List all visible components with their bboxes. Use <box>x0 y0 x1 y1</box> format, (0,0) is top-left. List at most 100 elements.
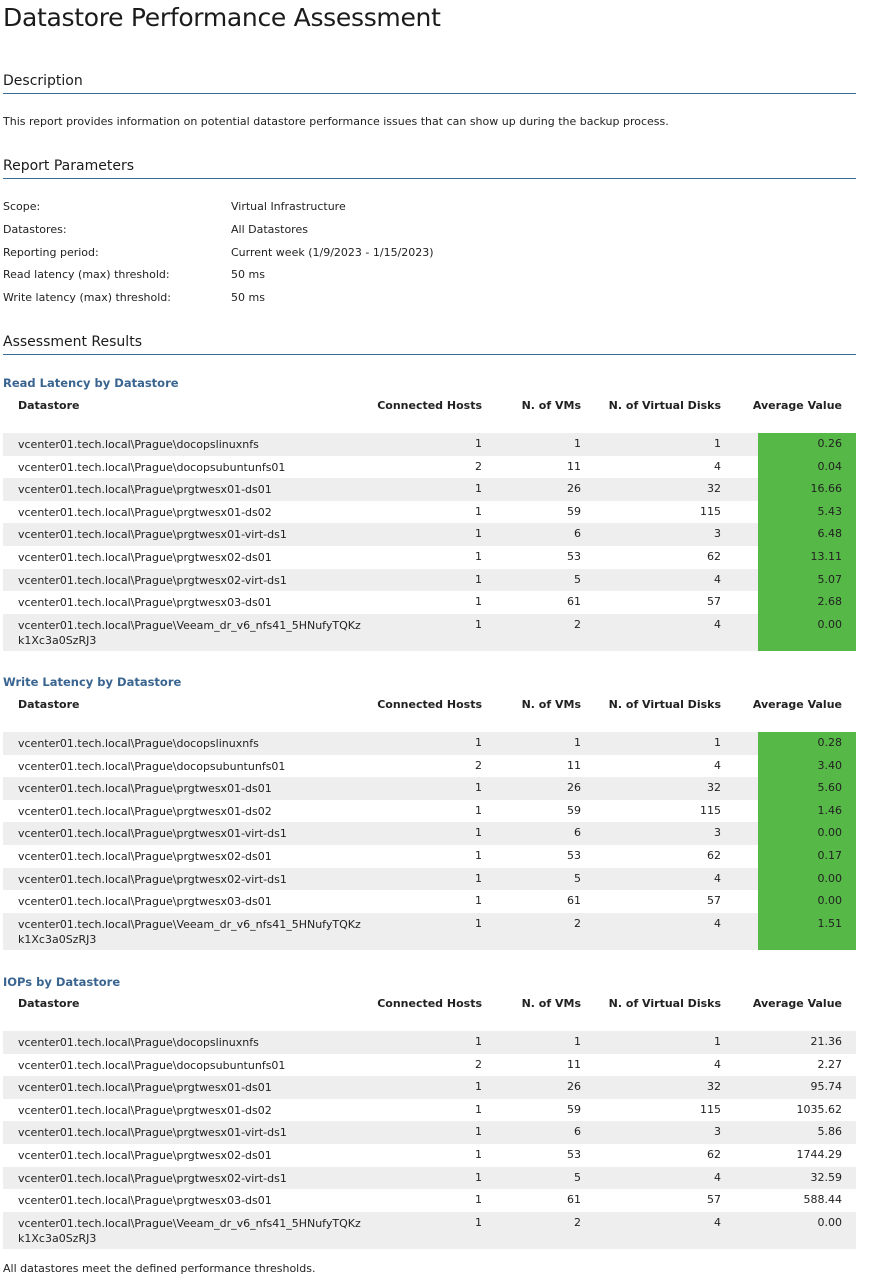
cell-vms: 53 <box>567 549 581 563</box>
param-value: Virtual Infrastructure <box>231 200 346 213</box>
average-value: 0.04 <box>817 459 843 473</box>
average-value: 0.00 <box>817 894 843 908</box>
average-value: 1.46 <box>817 803 843 817</box>
cell-datastore: vcenter01.tech.local\Prague\prgtwesx02-d… <box>18 1148 272 1163</box>
cell-connected-hosts: 2 <box>475 758 482 772</box>
average-value: 2.27 <box>817 1057 843 1071</box>
footer-note: All datastores meet the defined performa… <box>3 1262 316 1275</box>
table-row: vcenter01.tech.local\Prague\prgtwesx02-v… <box>3 1166 856 1190</box>
cell-vms: 11 <box>567 1057 581 1071</box>
cell-vms: 59 <box>567 803 581 817</box>
cell-connected-hosts: 2 <box>475 459 482 473</box>
cell-virtual-disks: 4 <box>714 916 721 930</box>
read-latency-table: Datastore Connected Hosts N. of VMs N. of V… <box>3 397 856 651</box>
table-row: vcenter01.tech.local\Prague\prgtwesx03-d… <box>3 1189 856 1212</box>
average-value: 1035.62 <box>796 1102 843 1116</box>
cell-average-value: 0.26 <box>758 433 856 456</box>
average-value: 0.26 <box>817 437 843 450</box>
cell-datastore: vcenter01.tech.local\Prague\docopsubuntu… <box>18 460 285 475</box>
cell-virtual-disks: 3 <box>714 527 721 541</box>
cell-vms: 61 <box>567 894 581 908</box>
param-value: Current week (1/9/2023 - 1/15/2023) <box>231 246 434 259</box>
param-label: Read latency (max) threshold: <box>3 268 170 281</box>
cell-average-value: 0.00 <box>758 867 856 891</box>
datastore-name: vcenter01.tech.local\Prague\docopslinuxn… <box>18 1036 259 1049</box>
cell-connected-hosts: 1 <box>475 916 482 930</box>
datastore-name: vcenter01.tech.local\Prague\docopslinuxn… <box>18 438 259 451</box>
cell-average-value: 21.36 <box>758 1031 856 1054</box>
average-value: 95.74 <box>810 1080 843 1094</box>
cell-datastore: vcenter01.tech.local\Prague\prgtwesx03-d… <box>18 894 272 909</box>
cell-vms: 26 <box>567 1080 581 1094</box>
cell-datastore: vcenter01.tech.local\Prague\prgtwesx02-v… <box>18 573 287 588</box>
header-datastore: Datastore <box>18 997 80 1010</box>
cell-connected-hosts: 1 <box>475 617 482 631</box>
table-row: vcenter01.tech.local\Prague\docopsubuntu… <box>3 1054 856 1077</box>
cell-average-value: 588.44 <box>758 1189 856 1212</box>
cell-average-value: 5.60 <box>758 777 856 800</box>
cell-connected-hosts: 1 <box>475 1035 482 1048</box>
table-row: vcenter01.tech.local\Prague\docopslinuxn… <box>3 1031 856 1054</box>
param-value: 50 ms <box>231 291 265 304</box>
cell-vms: 11 <box>567 459 581 473</box>
cell-connected-hosts: 1 <box>475 504 482 518</box>
iops-title: IOPs by Datastore <box>3 975 121 989</box>
header-average-value: Average Value <box>752 698 842 711</box>
table-row: vcenter01.tech.local\Prague\docopslinuxn… <box>3 732 856 755</box>
cell-average-value: 2.27 <box>758 1054 856 1077</box>
cell-vms: 6 <box>574 1125 581 1139</box>
cell-average-value: 5.07 <box>758 568 856 592</box>
cell-virtual-disks: 4 <box>714 617 721 631</box>
param-label: Reporting period: <box>3 246 99 259</box>
average-value: 5.60 <box>817 781 843 795</box>
cell-datastore: vcenter01.tech.local\Prague\prgtwesx02-v… <box>18 1171 287 1186</box>
datastore-name: vcenter01.tech.local\Prague\prgtwesx03-d… <box>18 596 272 610</box>
cell-connected-hosts: 1 <box>475 1125 482 1139</box>
table-header: Datastore Connected Hosts N. of VMs N. of V… <box>3 995 856 1031</box>
cell-vms: 1 <box>574 736 581 749</box>
table-header: Datastore Connected Hosts N. of VMs N. of V… <box>3 397 856 433</box>
table-row: vcenter01.tech.local\Prague\prgtwesx02-v… <box>3 568 856 592</box>
cell-vms: 1 <box>574 437 581 450</box>
cell-connected-hosts: 1 <box>475 572 482 586</box>
cell-vms: 26 <box>567 781 581 795</box>
results-heading: Assessment Results <box>3 334 856 355</box>
table-row: vcenter01.tech.local\Prague\prgtwesx01-d… <box>3 1076 856 1099</box>
cell-average-value: 5.86 <box>758 1121 856 1144</box>
table-row: vcenter01.tech.local\Prague\docopsubuntu… <box>3 754 856 778</box>
cell-datastore: vcenter01.tech.local\Prague\prgtwesx03-d… <box>18 595 272 610</box>
table-row: vcenter01.tech.local\Prague\prgtwesx01-v… <box>3 523 856 546</box>
average-value: 588.44 <box>803 1193 843 1207</box>
cell-connected-hosts: 1 <box>475 871 482 885</box>
table-row: vcenter01.tech.local\Prague\prgtwesx01-d… <box>3 799 856 823</box>
average-value: 1744.29 <box>796 1147 843 1161</box>
cell-vms: 61 <box>567 1193 581 1207</box>
datastore-name: vcenter01.tech.local\Prague\prgtwesx01-v… <box>18 827 287 841</box>
average-value: 32.59 <box>810 1170 843 1184</box>
cell-connected-hosts: 1 <box>475 482 482 496</box>
cell-connected-hosts: 1 <box>475 803 482 817</box>
cell-average-value: 2.68 <box>758 591 856 614</box>
table-row: vcenter01.tech.local\Prague\docopsubuntu… <box>3 455 856 479</box>
cell-virtual-disks: 57 <box>707 1193 721 1207</box>
average-value: 16.66 <box>810 482 843 496</box>
cell-connected-hosts: 1 <box>475 437 482 450</box>
cell-vms: 2 <box>574 916 581 930</box>
table-row: vcenter01.tech.local\Prague\docopslinuxn… <box>3 433 856 456</box>
cell-vms: 5 <box>574 1170 581 1184</box>
average-value: 1.51 <box>817 916 843 930</box>
datastore-name-cont: k1Xc3a0SzRJ3 <box>18 932 97 946</box>
table-row: vcenter01.tech.local\Prague\prgtwesx03-d… <box>3 591 856 614</box>
header-average-value: Average Value <box>752 399 842 412</box>
datastore-name: vcenter01.tech.local\Prague\Veeam_dr_v6_… <box>18 1216 361 1230</box>
datastore-name-cont: k1Xc3a0SzRJ3 <box>18 1231 97 1245</box>
cell-connected-hosts: 2 <box>475 1057 482 1071</box>
average-value: 0.28 <box>817 736 843 749</box>
datastore-name: vcenter01.tech.local\Prague\docopslinuxn… <box>18 737 259 750</box>
header-average-value: Average Value <box>752 997 842 1010</box>
cell-virtual-disks: 32 <box>707 1080 721 1094</box>
cell-datastore: vcenter01.tech.local\Prague\prgtwesx01-d… <box>18 1103 272 1118</box>
cell-connected-hosts: 1 <box>475 1080 482 1094</box>
cell-average-value: 5.43 <box>758 500 856 524</box>
iops-table: Datastore Connected Hosts N. of VMs N. of V… <box>3 995 856 1249</box>
